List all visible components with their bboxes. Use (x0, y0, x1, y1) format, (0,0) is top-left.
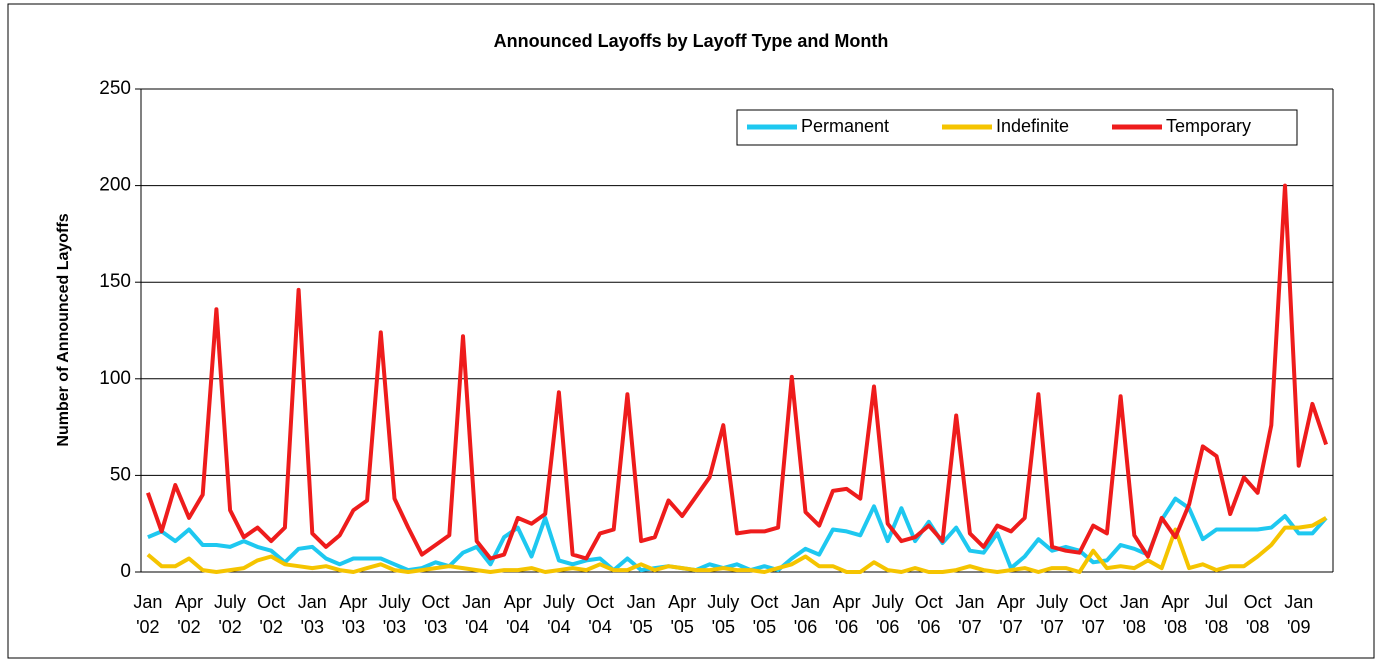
legend-label: Indefinite (996, 116, 1069, 136)
x-tick-label: Jan '05 (626, 592, 656, 637)
x-tick-label: Jan '09 (1284, 592, 1314, 637)
x-tick-label: Oct '07 (1079, 592, 1108, 637)
y-tick-label: 0 (120, 561, 131, 582)
legend: Permanent Indefinite Temporary (736, 109, 1298, 146)
x-tick-label: July '05 (707, 592, 740, 637)
y-tick-label: 50 (110, 464, 131, 485)
x-tick-label: Apr '04 (503, 592, 532, 637)
x-tick-label: Jan '06 (790, 592, 821, 637)
y-tick-label: 200 (99, 175, 131, 196)
y-tick-label: 250 (99, 78, 131, 99)
x-tick-label: Jan '04 (462, 592, 492, 637)
x-tick-label: July '06 (871, 592, 904, 637)
x-tick-label: Oct '02 (257, 592, 286, 637)
series-line (146, 516, 1328, 574)
x-tick-label: July '04 (542, 592, 575, 637)
x-tick-label: Oct '06 (914, 592, 943, 637)
x-tick-label: Jan '02 (133, 592, 163, 637)
x-tick-label: Jan '07 (955, 592, 985, 637)
x-tick-label: Jul '08 (1204, 592, 1229, 637)
x-tick-label: Apr '03 (339, 592, 368, 637)
x-tick-label: Oct '05 (750, 592, 779, 637)
x-tick-label: Oct '03 (421, 592, 450, 637)
y-tick-label: 100 (99, 368, 131, 389)
series-line (147, 496, 1328, 573)
chart-title: Announced Layoffs by Layoff Type and Mon… (494, 31, 889, 51)
legend-label: Temporary (1166, 116, 1251, 136)
x-tick-label: Apr '05 (668, 592, 697, 637)
x-tick-label: July '02 (214, 592, 247, 637)
legend-label: Permanent (801, 116, 889, 136)
x-tick-label: July '07 (1036, 592, 1069, 637)
x-tick-label: Oct '04 (585, 592, 614, 637)
series-line (146, 183, 1328, 561)
x-tick-label: Oct '08 (1243, 592, 1272, 637)
legend-box (736, 109, 1298, 146)
x-tick-label: July '03 (378, 592, 411, 637)
x-tick-label: Apr '06 (832, 592, 861, 637)
y-axis-label: Number of Announced Layoffs (55, 213, 72, 446)
x-tick-label: Jan '08 (1119, 592, 1149, 637)
x-tick-label: Apr '02 (174, 592, 203, 637)
x-tick-label: Apr '08 (1161, 592, 1190, 637)
y-tick-label: 150 (99, 271, 131, 292)
x-tick-label: Jan '03 (297, 592, 327, 637)
x-tick-label: Apr '07 (997, 592, 1026, 637)
